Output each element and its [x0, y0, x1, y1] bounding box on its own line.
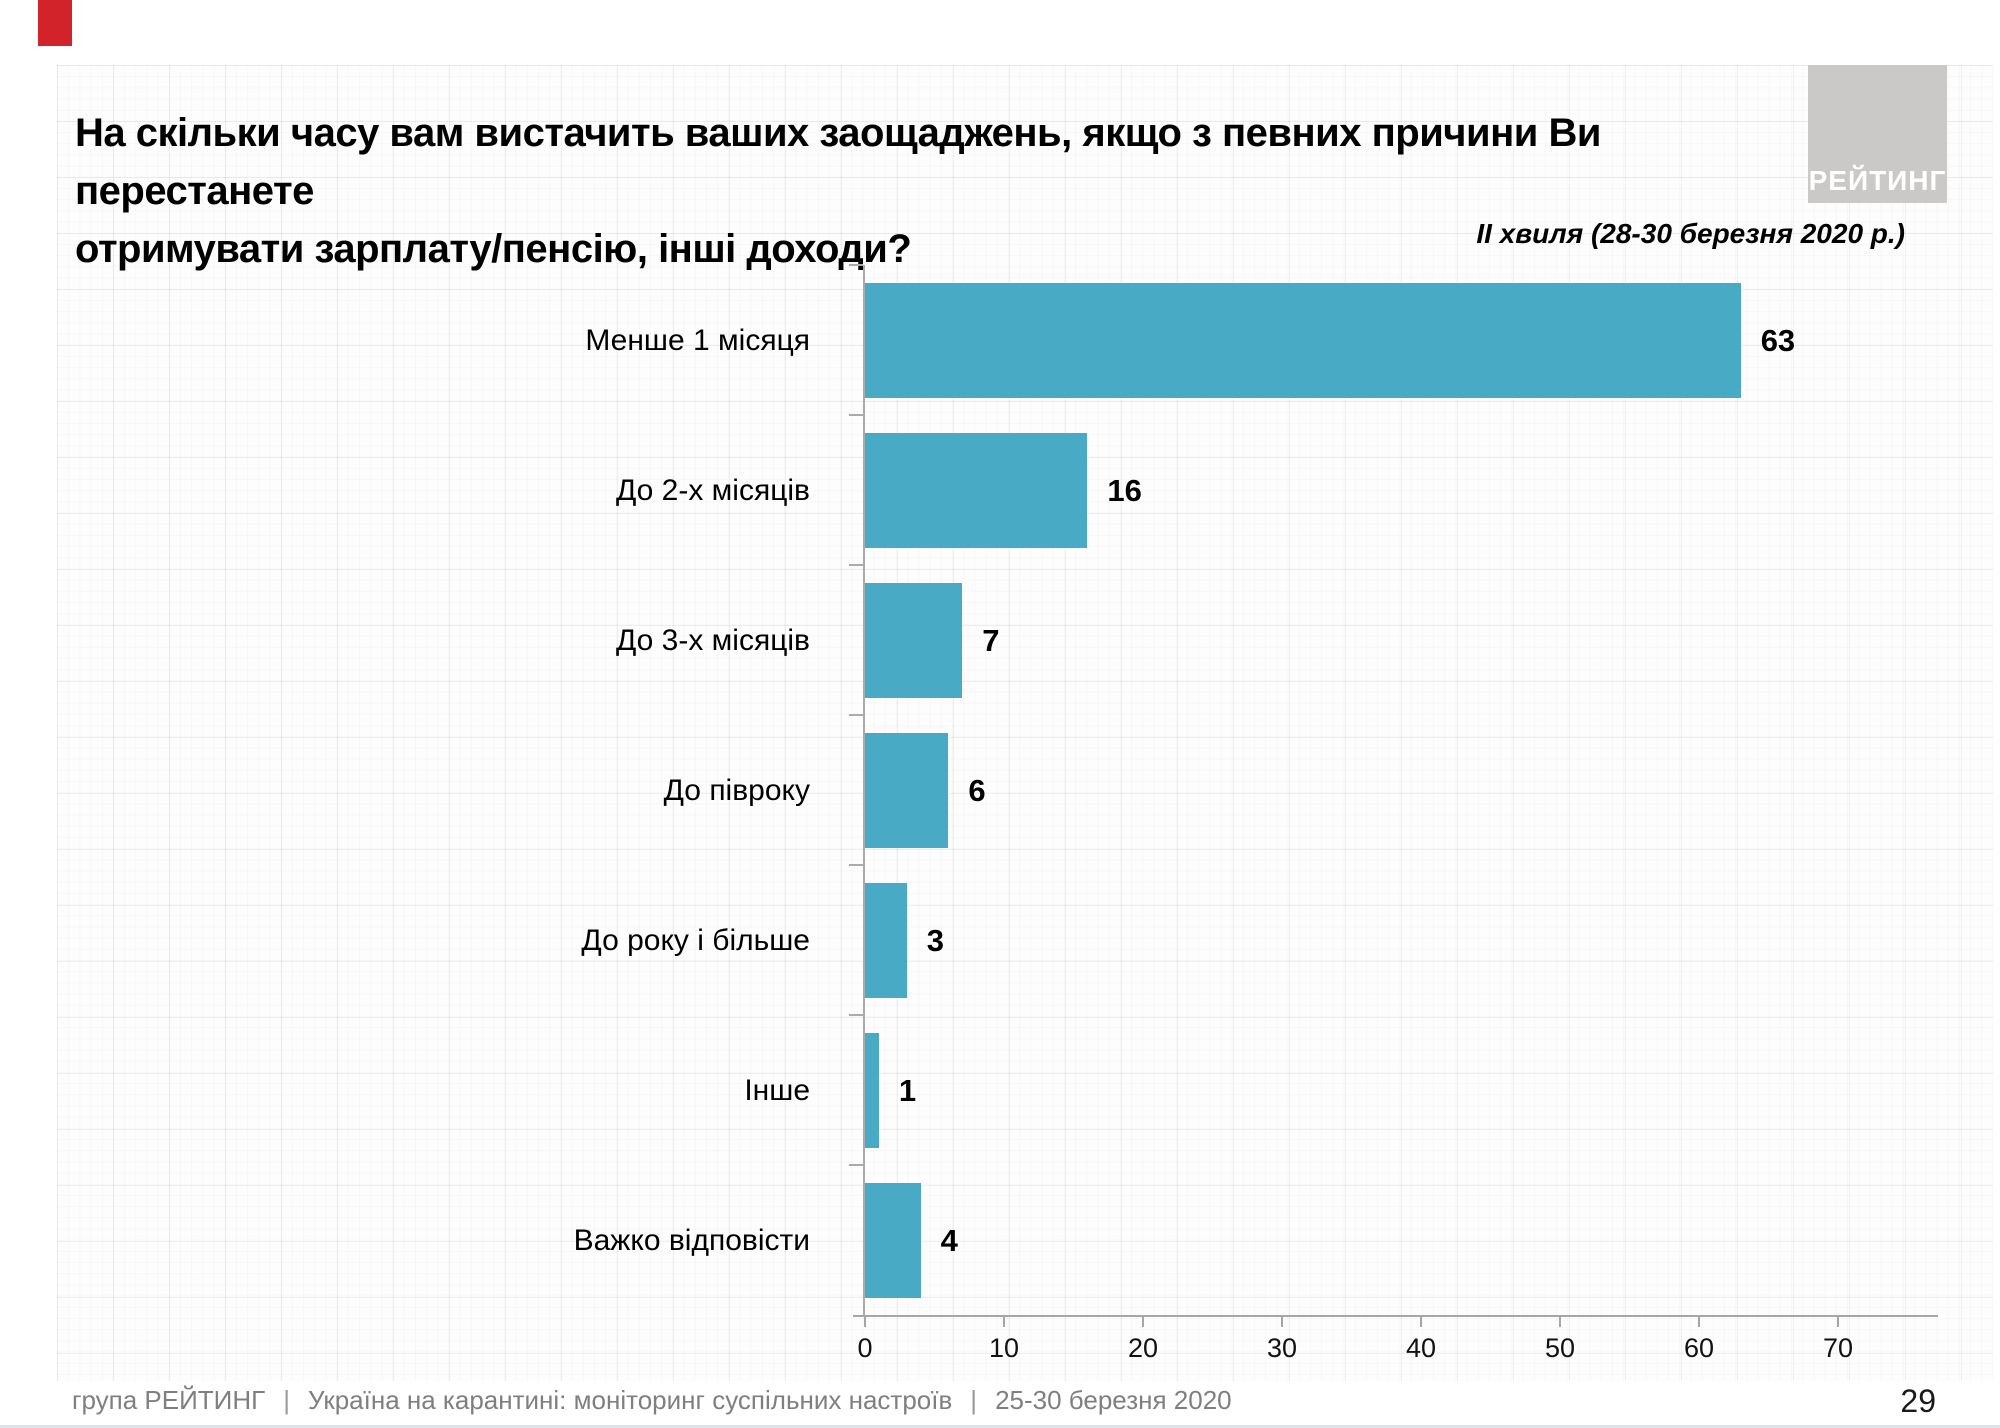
x-axis-tick	[1420, 1317, 1422, 1327]
category-axis-tick	[849, 264, 863, 266]
bar	[865, 582, 963, 698]
x-axis-tick-label: 30	[1266, 1333, 1298, 1363]
slide-title: На скільки часу вам вистачить ваших заощ…	[75, 104, 1835, 278]
footer-dates: 25-30 березня 2020	[995, 1385, 1232, 1415]
value-label: 63	[1760, 322, 1796, 358]
bar	[865, 732, 949, 848]
bar	[865, 1182, 921, 1298]
category-axis-tick	[849, 564, 863, 566]
value-label: 16	[1107, 472, 1142, 508]
footer-separator: |	[970, 1385, 978, 1415]
category-label: До року і більше	[581, 923, 810, 957]
x-axis-tick-label: 70	[1822, 1333, 1854, 1363]
rating-logo-label: РЕЙТИНГ	[1808, 165, 1947, 196]
slide-title-line2: отримувати зарплату/пенсію, інші доходи?	[75, 227, 912, 271]
x-axis-tick-label: 10	[988, 1333, 1020, 1363]
bar	[865, 432, 1088, 548]
x-axis-tick	[1003, 1317, 1005, 1327]
x-axis-tick	[864, 1317, 866, 1327]
rating-logo: РЕЙТИНГ	[1808, 65, 1947, 203]
x-axis-tick	[1559, 1317, 1561, 1327]
bar	[865, 882, 907, 998]
x-axis-tick	[1142, 1317, 1144, 1327]
x-axis-tick-label: 40	[1405, 1333, 1437, 1363]
category-label: До півроку	[663, 773, 810, 807]
value-label: 6	[968, 772, 986, 808]
category-axis-tick	[849, 1014, 863, 1016]
x-axis-tick-label: 20	[1127, 1333, 1159, 1363]
category-axis-tick	[849, 864, 863, 866]
x-axis-tick	[1837, 1317, 1839, 1327]
x-axis-tick	[1281, 1317, 1283, 1327]
category-axis-tick	[849, 714, 863, 716]
value-axis-line	[853, 1315, 1938, 1317]
value-label: 7	[982, 622, 1000, 658]
footer-org: група РЕЙТИНГ	[72, 1385, 266, 1415]
category-label: Менше 1 місяця	[585, 323, 810, 357]
category-label: До 3-х місяців	[615, 623, 810, 657]
bottom-edge-line	[0, 1425, 2000, 1428]
red-accent-mark	[38, 0, 72, 46]
x-axis-tick-label: 60	[1683, 1333, 1715, 1363]
bar	[865, 1032, 879, 1148]
x-axis-tick-label: 50	[1544, 1333, 1576, 1363]
slide-title-line1: На скільки часу вам вистачить ваших заощ…	[75, 111, 1601, 213]
value-label: 1	[898, 1072, 917, 1108]
wave-subtitle: ІІ хвиля (28-30 березня 2020 р.)	[1476, 218, 1905, 249]
category-label: До 2-х місяців	[615, 473, 810, 507]
value-label: 4	[940, 1222, 958, 1258]
category-axis-line	[863, 265, 865, 1315]
category-label: Інше	[744, 1073, 810, 1107]
page-number: 29	[1900, 1383, 1936, 1419]
footer-project: Україна на карантині: моніторинг суспіль…	[307, 1385, 953, 1415]
footer-separator: |	[283, 1385, 290, 1415]
value-label: 3	[926, 922, 944, 958]
footer: група РЕЙТИНГ | Україна на карантині: мо…	[72, 1385, 1232, 1416]
x-axis-tick-label: 0	[857, 1333, 873, 1363]
category-axis-tick	[849, 1164, 863, 1166]
category-label: Важко відповісти	[573, 1223, 810, 1257]
bar	[865, 282, 1741, 398]
x-axis-tick	[1698, 1317, 1700, 1327]
category-axis-tick	[849, 414, 863, 416]
